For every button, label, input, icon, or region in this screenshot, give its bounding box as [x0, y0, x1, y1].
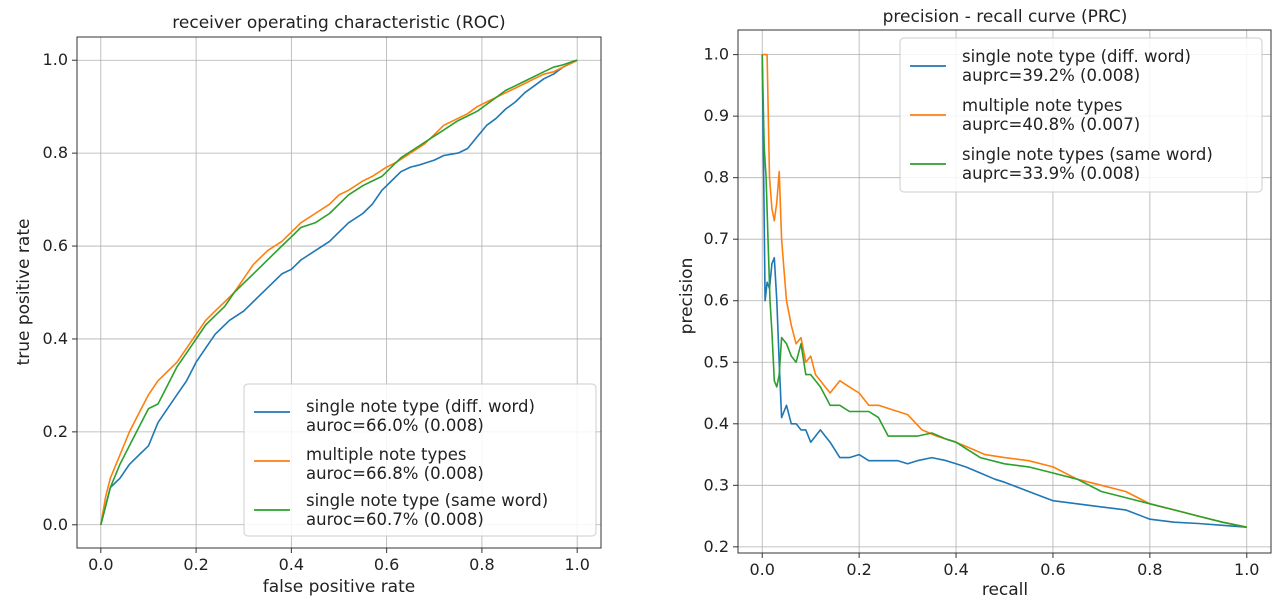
- roc-xlabel: false positive rate: [263, 577, 415, 597]
- prc-ytick-label-2: 0.4: [704, 414, 729, 433]
- roc-series-line-1: [100, 59, 578, 525]
- roc-xtick-label-3: 0.6: [374, 555, 399, 574]
- roc-ytick-label-2: 0.4: [43, 329, 68, 348]
- roc-grid: [77, 37, 601, 548]
- prc-tick-labels: 0.0 0.2 0.4 0.6 0.8 1.0 0.2 0.3 0.4 0.5 0.6 0.7 0.8 0…: [704, 45, 1260, 579]
- roc-xtick-label-5: 1.0: [564, 555, 589, 574]
- prc-xtick-label-0: 0.0: [750, 560, 775, 579]
- roc-series-line-2: [100, 59, 578, 525]
- prc-ytick-label-8: 1.0: [704, 45, 729, 64]
- prc-ytick-label-5: 0.7: [704, 229, 729, 248]
- prc-series-line-1: [762, 53, 1247, 528]
- prc-legend-label-2: single note types (same word): [962, 145, 1213, 164]
- roc-xtick-label-2: 0.4: [279, 555, 304, 574]
- roc-ylabel: true positive rate: [14, 219, 34, 366]
- prc-legend-box: [899, 37, 1263, 193]
- prc-plot-frame: [737, 29, 1272, 554]
- prc-series-lines: [761, 53, 1247, 528]
- prc-ytick-label-0: 0.2: [704, 537, 729, 556]
- prc-xlabel: recall: [982, 580, 1028, 598]
- prc-ytick-label-6: 0.8: [704, 168, 729, 187]
- prc-xtick-label-1: 0.2: [846, 560, 871, 579]
- roc-legend: single note type (diff. word) auroc=66.0…: [243, 383, 597, 537]
- prc-legend-label-0: single note type (diff. word): [962, 47, 1191, 66]
- prc-series-line-2: [761, 54, 1247, 528]
- prc-title: precision - recall curve (PRC): [883, 7, 1128, 27]
- roc-ytick-label-1: 0.2: [43, 422, 68, 441]
- prc-chart: precision - recall curve (PRC) 0.0 0.2 0.4…: [677, 7, 1272, 598]
- roc-legend-label-1: multiple note types: [306, 445, 467, 464]
- prc-xtick-label-4: 0.8: [1137, 560, 1162, 579]
- roc-ytick-label-4: 0.8: [43, 143, 68, 162]
- roc-plot-frame: [76, 36, 602, 549]
- roc-tick-labels: 0.0 0.2 0.4 0.6 0.8 1.0 0.0 0.2 0.4 0.6 0.8 1.0: [43, 50, 590, 574]
- roc-legend-label-0: single note type (diff. word): [306, 397, 535, 416]
- roc-xtick-label-4: 0.8: [469, 555, 494, 574]
- prc-ytick-label-3: 0.5: [704, 352, 729, 371]
- prc-legend-label-1: multiple note types: [962, 96, 1123, 115]
- prc-xtick-label-2: 0.4: [943, 560, 968, 579]
- prc-legend-metric-0: auprc=39.2% (0.008): [962, 66, 1140, 85]
- roc-legend-metric-0: auroc=66.0% (0.008): [306, 416, 484, 435]
- prc-series-line-0: [761, 54, 1247, 528]
- prc-xtick-label-3: 0.6: [1040, 560, 1065, 579]
- prc-legend-metric-2: auprc=33.9% (0.008): [962, 164, 1140, 183]
- roc-ytick-label-3: 0.6: [43, 236, 68, 255]
- roc-series-line-0: [100, 59, 578, 525]
- prc-ylabel: precision: [677, 258, 697, 335]
- prc-xtick-label-5: 1.0: [1234, 560, 1259, 579]
- roc-title: receiver operating characteristic (ROC): [172, 13, 505, 33]
- roc-ytick-label-5: 1.0: [43, 50, 68, 69]
- roc-xtick-label-0: 0.0: [88, 555, 113, 574]
- roc-ytick-label-0: 0.0: [43, 515, 68, 534]
- prc-legend-metric-1: auprc=40.8% (0.007): [962, 115, 1140, 134]
- prc-ytick-label-4: 0.6: [704, 291, 729, 310]
- prc-ytick-label-1: 0.3: [704, 475, 729, 494]
- roc-legend-metric-2: auroc=60.7% (0.008): [306, 510, 484, 529]
- roc-xtick-label-1: 0.2: [183, 555, 208, 574]
- roc-legend-box: [243, 383, 597, 537]
- roc-series-lines: [100, 59, 578, 525]
- roc-legend-metric-1: auroc=66.8% (0.008): [306, 464, 484, 483]
- prc-legend: single note type (diff. word) auprc=39.2…: [899, 37, 1263, 193]
- roc-chart: receiver operating characteristic (ROC) …: [14, 13, 602, 597]
- roc-legend-label-2: single note type (same word): [306, 491, 548, 510]
- prc-ytick-label-7: 0.9: [704, 106, 729, 125]
